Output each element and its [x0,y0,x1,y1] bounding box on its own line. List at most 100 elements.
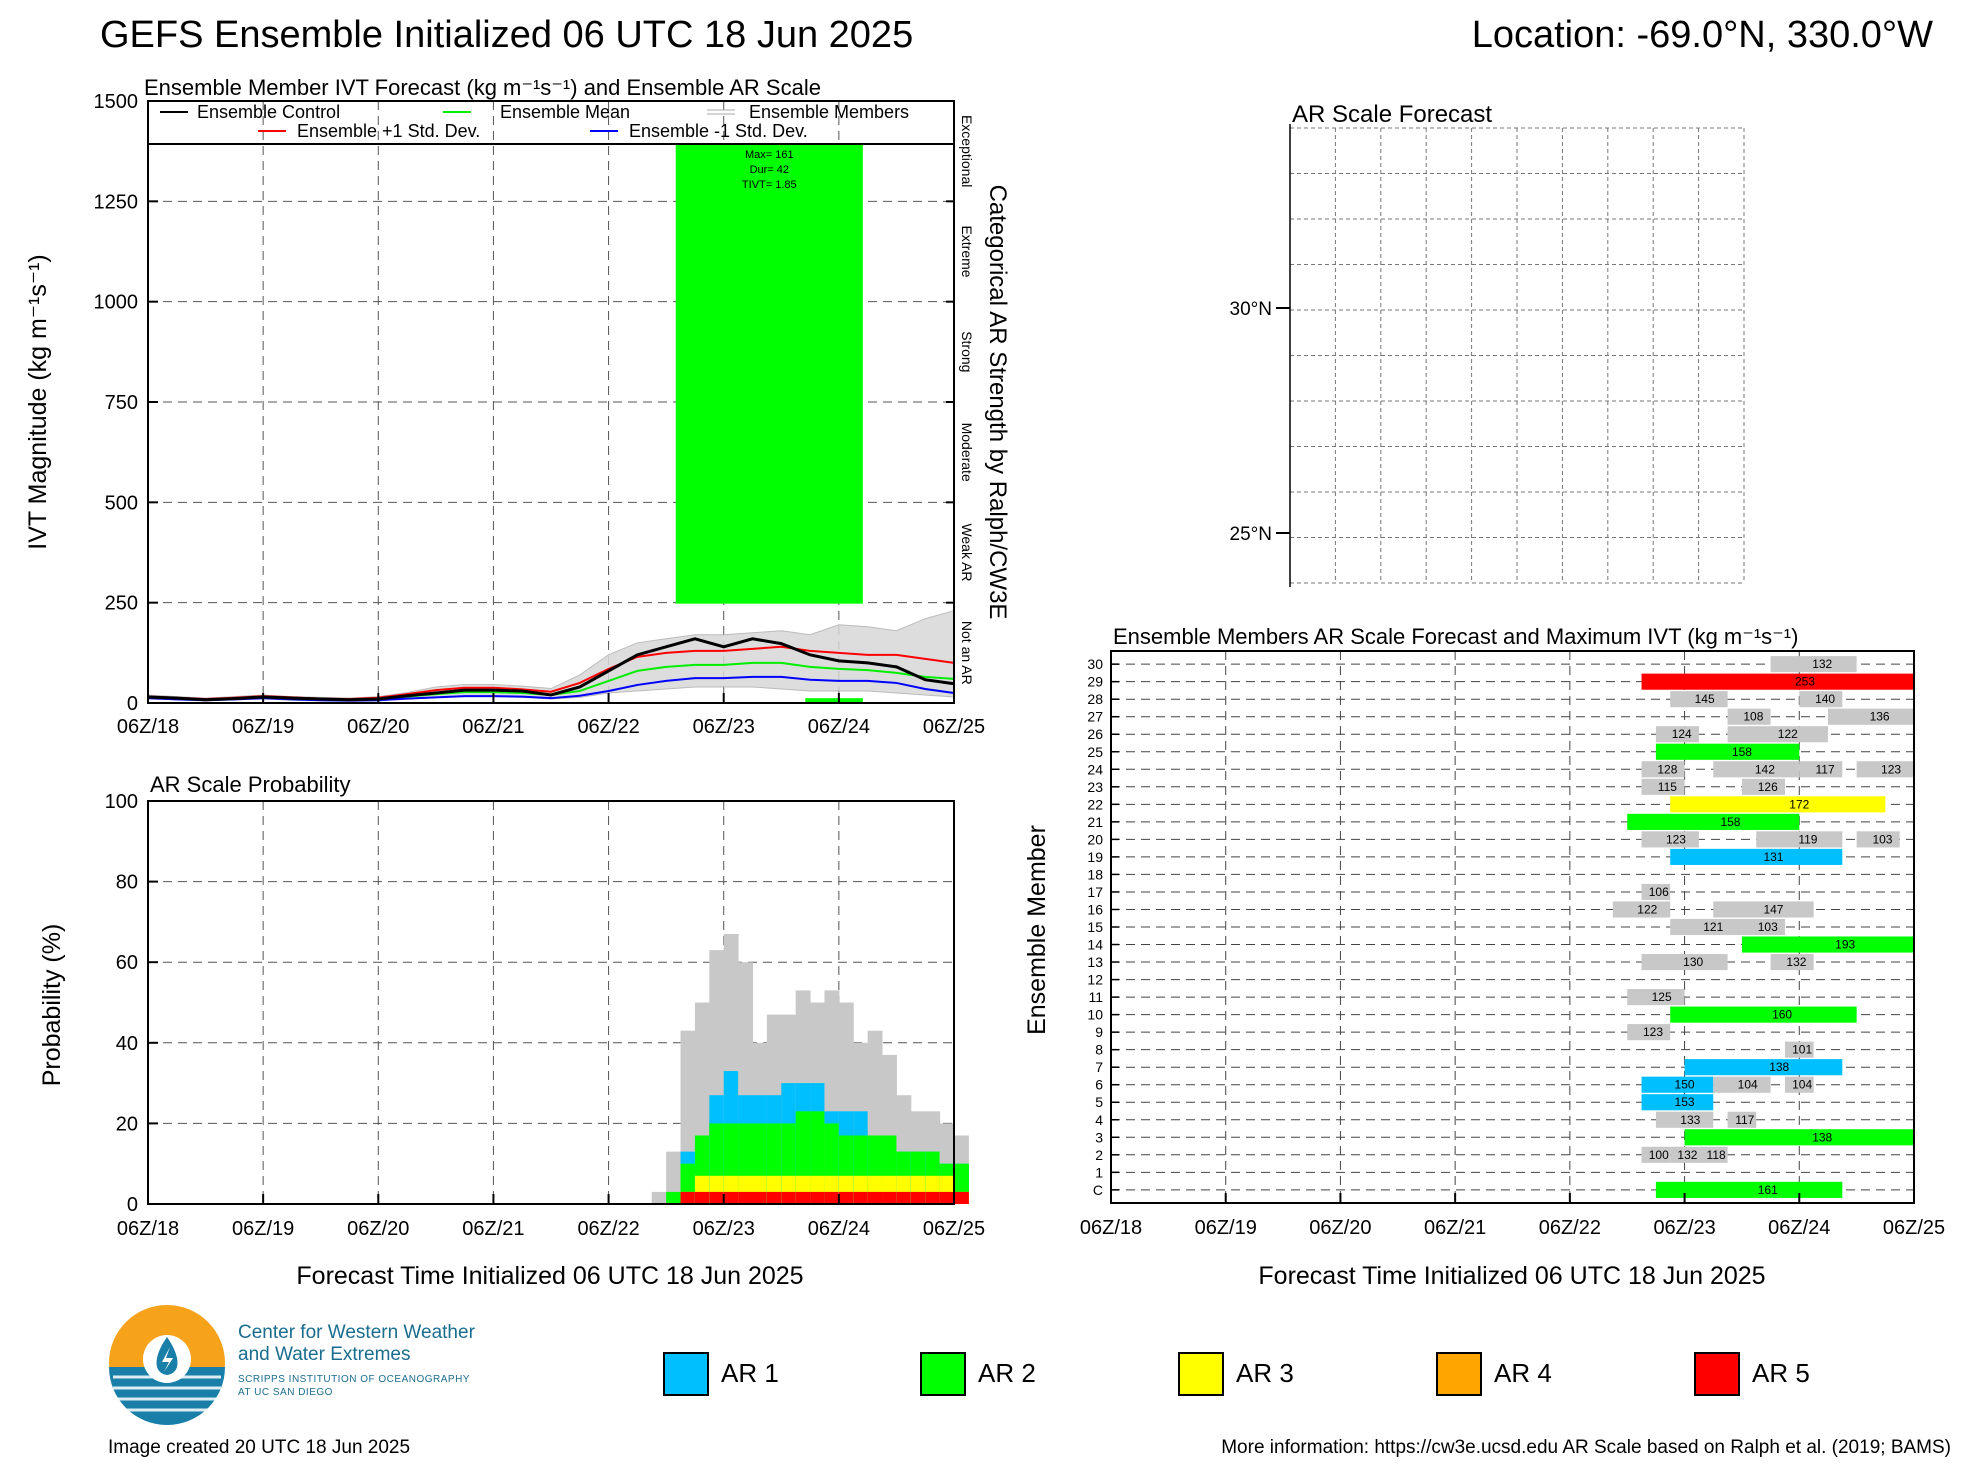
ivt-ar-box [675,144,863,604]
mem-bar-label: 100 [1649,1148,1669,1162]
mem-bar [1641,953,1728,971]
prob-bar-ar5 [694,1191,710,1204]
mem-bar [1627,813,1800,830]
ivt-series-control [147,637,955,702]
legend-ar5-swatch [1694,1352,1740,1396]
mem-bar-label: 118 [1707,1148,1726,1162]
mem-bar [1641,1094,1714,1111]
mem-row-label: 25 [1087,744,1103,760]
prob-bar-any [651,1191,667,1204]
mem-row-label: 21 [1087,814,1103,830]
ivt-category-label: Not an AR [959,621,975,685]
prob-frame [147,800,955,1205]
mem-bar [1713,1076,1771,1093]
legend-ar5-label: AR 5 [1752,1358,1810,1388]
mem-bar [1856,831,1900,848]
logo-sub-1: SCRIPPS INSTITUTION OF OCEANOGRAPHY [238,1374,470,1385]
ivt-xtick-label: 06Z/23 [693,716,755,738]
location-title: Location: -69.0°N, 330.0°W [1471,14,1933,56]
prob-bar-ar5 [910,1191,926,1204]
mem-bar-label: 158 [1720,815,1740,829]
mem-bar-label: 117 [1816,762,1835,776]
mem-bar [1741,918,1785,936]
mem-row-label: 8 [1095,1042,1103,1058]
prob-ytick-label: 40 [116,1033,138,1055]
mem-row-label: 7 [1095,1059,1103,1075]
mem-bar [1655,726,1699,743]
mem-bar [1856,761,1914,778]
mem-row-label: 24 [1087,761,1103,777]
prob-title: AR Scale Probability [150,772,351,797]
ivt-category-label: Weak AR [959,523,975,581]
mem-bar [1727,726,1828,743]
mem-bar-label: 158 [1732,745,1752,759]
mem-bar-label: 132 [1677,1148,1697,1162]
mem-row-label: 19 [1087,849,1103,865]
ivt-category-label: Moderate [959,423,975,482]
ivt-ytick-label: 500 [105,492,138,514]
mem-bar-label: 124 [1672,727,1692,741]
prob-xtick-label: 06Z/24 [808,1218,870,1240]
prob-bar-ar5 [781,1191,797,1204]
mem-bar-label: 130 [1683,955,1703,969]
mem-bar [1727,708,1771,725]
ivt-ytick-label: 250 [105,593,138,615]
mem-row-label: 16 [1087,901,1103,917]
ivt-ar-annotation: Dur= 42 [750,164,789,176]
mem-bar-label: 115 [1658,780,1677,794]
ivt-legend-members: Ensemble Members [749,102,909,122]
prob-xtick-label: 06Z/22 [577,1218,639,1240]
logo-line-1: Center for Western Weather [238,1322,475,1343]
map-title: AR Scale Forecast [1292,101,1492,128]
mem-bar-label: 119 [1798,832,1817,846]
mem-bar-label: 121 [1703,920,1723,934]
mem-bar [1641,673,1914,690]
mem-bar [1770,656,1857,673]
ivt-category-label: Extreme [959,225,975,277]
mem-bar [1670,691,1728,708]
ivt-xtick-label: 06Z/22 [577,716,639,738]
mem-row-label: 18 [1087,866,1103,882]
prob-ytick-label: 20 [116,1113,138,1135]
mem-bar [1741,778,1785,795]
logo-subtitle: SCRIPPS INSTITUTION OF OCEANOGRAPHY AT U… [238,1374,470,1399]
legend-ar1-label: AR 1 [721,1358,779,1388]
mem-bar-label: 103 [1758,920,1778,934]
prob-bar-ar5 [738,1191,753,1204]
ivt-xtick-label: 06Z/21 [462,716,524,738]
prob-bar-ar5 [810,1191,825,1204]
mem-bar-label: 131 [1763,850,1783,864]
mem-row-label: 9 [1095,1024,1103,1040]
mem-row-label: 5 [1095,1094,1103,1110]
legend-ar2-label: AR 2 [978,1358,1036,1388]
mem-bar-label: 253 [1795,675,1815,689]
mem-row-label: 13 [1087,954,1103,970]
mem-xlabel: Forecast Time Initialized 06 UTC 18 Jun … [1258,1262,1765,1290]
mem-bar [1684,1059,1843,1076]
ivt-ar-annotation: Max= 161 [745,149,794,161]
ivt-right-label: Categorical AR Strength by Ralph/CW3E [984,185,1011,620]
ivt-ytick-label: 1000 [94,292,139,314]
mem-xtick-label: 06Z/21 [1424,1217,1486,1239]
prob-bar-ar5 [838,1191,854,1204]
mem-bar-label: 132 [1812,657,1832,671]
prob-bar-ar5 [939,1191,955,1204]
mem-row-label: 29 [1087,674,1103,690]
logo-name: Center for Western Weather and Water Ext… [238,1322,475,1366]
mem-bar-label: 123 [1643,1025,1663,1039]
mem-row-label: 15 [1087,919,1103,935]
mem-xtick-label: 06Z/18 [1080,1217,1142,1239]
prob-bar-ar5 [723,1191,739,1204]
ivt-category-label: Exceptional [959,115,975,187]
ivt-members-band [147,610,955,702]
mem-bar-label: 123 [1666,832,1686,846]
prob-bar-ar5 [954,1191,969,1204]
mem-xtick-label: 06Z/25 [1883,1217,1945,1239]
prob-ytick-label: 0 [127,1194,138,1216]
mem-row-label: 10 [1087,1007,1103,1023]
mem-bar-label: 150 [1675,1078,1695,1092]
cw3e-logo [109,1305,225,1425]
mem-bar [1670,918,1742,936]
mem-bar-label: 101 [1792,1043,1812,1057]
prob-ytick-label: 80 [116,872,138,894]
